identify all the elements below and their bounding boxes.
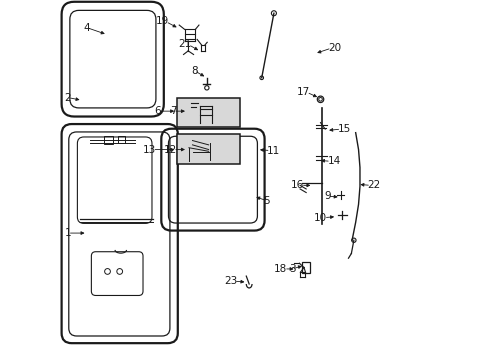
Text: 17: 17 bbox=[296, 87, 309, 97]
Text: 12: 12 bbox=[163, 144, 176, 154]
Text: 13: 13 bbox=[142, 144, 156, 154]
Bar bbox=[118, 136, 124, 143]
Text: 14: 14 bbox=[326, 156, 340, 166]
Text: 23: 23 bbox=[224, 276, 237, 286]
Text: 19: 19 bbox=[156, 17, 169, 27]
Text: 7: 7 bbox=[170, 106, 176, 116]
Text: 2: 2 bbox=[64, 93, 71, 103]
Text: 18: 18 bbox=[274, 264, 287, 274]
Bar bbox=[104, 136, 113, 144]
Text: 20: 20 bbox=[327, 43, 341, 53]
Text: 10: 10 bbox=[314, 213, 326, 222]
Text: 1: 1 bbox=[64, 228, 71, 238]
Text: 9: 9 bbox=[324, 191, 330, 201]
Text: 5: 5 bbox=[263, 196, 269, 206]
Text: 6: 6 bbox=[154, 106, 161, 116]
Text: 15: 15 bbox=[337, 124, 350, 134]
Text: 8: 8 bbox=[191, 66, 198, 76]
Bar bbox=[177, 134, 239, 164]
Text: 16: 16 bbox=[290, 180, 304, 190]
Text: 11: 11 bbox=[266, 145, 280, 156]
Text: 3: 3 bbox=[288, 264, 295, 274]
Bar bbox=[177, 98, 239, 127]
Text: 21: 21 bbox=[178, 40, 191, 49]
Bar bbox=[301, 262, 309, 273]
Text: 4: 4 bbox=[83, 23, 90, 33]
Text: 22: 22 bbox=[367, 180, 380, 190]
